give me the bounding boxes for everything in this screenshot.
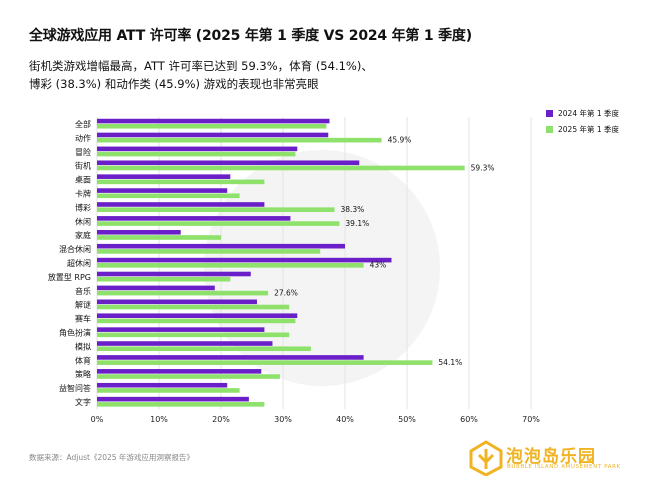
bar-2025 — [97, 151, 296, 157]
bar-2025 — [97, 193, 240, 199]
bar-2024 — [97, 243, 345, 249]
bar-2025 — [97, 332, 290, 338]
bar-2025 — [97, 179, 265, 185]
data-label: 59.3% — [471, 163, 495, 172]
bar-2024 — [97, 396, 249, 402]
category-label: 家庭 — [75, 230, 91, 240]
bubble-logo-icon — [469, 440, 503, 476]
bar-2024 — [97, 327, 265, 332]
data-source-note: 数据来源：Adjust《2025 年游戏应用洞察报告》 — [29, 453, 194, 462]
bar-2025 — [97, 388, 240, 393]
category-label: 音乐 — [75, 286, 91, 296]
data-label: 38.3% — [340, 205, 364, 214]
chart-title: 全球游戏应用 ATT 许可率 (2025 年第 1 季度 VS 2024 年第 … — [29, 28, 472, 44]
brand-name: 泡泡岛乐园 — [506, 447, 596, 467]
subtitle-line-1: 街机类游戏增幅最高，ATT 许可率已达到 59.3%，体育 (54.1%)、 — [29, 59, 373, 73]
bar-2024 — [97, 188, 228, 193]
bar-2024 — [97, 202, 265, 207]
category-label: 混合休闲 — [59, 244, 91, 254]
brand-tagline: BUBBLE ISLAND AMUSEMENT PARK — [507, 464, 621, 470]
legend-swatch — [546, 110, 553, 117]
category-label: 模拟 — [75, 341, 91, 351]
legend-label: 2024 年第 1 季度 — [558, 108, 620, 118]
x-tick-label: 40% — [336, 415, 354, 424]
category-label: 策略 — [75, 369, 91, 379]
bar-2024 — [97, 313, 298, 319]
bar-2024 — [97, 299, 257, 305]
category-label: 角色扮演 — [59, 328, 91, 338]
bar-2024 — [97, 369, 262, 374]
x-tick-label: 50% — [398, 415, 416, 424]
data-label: 43% — [370, 261, 387, 270]
data-label: 54.1% — [438, 358, 462, 367]
brand-logo: 泡泡岛乐园 BUBBLE ISLAND AMUSEMENT PARK — [468, 438, 638, 478]
bar-2025 — [97, 290, 269, 296]
data-label: 27.6% — [274, 289, 298, 298]
x-tick-label: 70% — [522, 415, 540, 424]
legend-swatch — [546, 126, 553, 133]
bar-2025 — [97, 207, 335, 212]
bar-2025 — [97, 221, 340, 226]
category-label: 文字 — [75, 397, 91, 407]
category-label: 街机 — [75, 161, 91, 171]
bar-2024 — [97, 341, 273, 346]
category-label: 放置型 RPG — [48, 272, 91, 282]
category-label: 博彩 — [75, 202, 91, 212]
category-label: 解谜 — [75, 300, 91, 310]
bar-2024 — [97, 132, 329, 138]
bar-2025 — [97, 249, 321, 254]
bar-2024 — [97, 229, 181, 235]
bar-2025 — [97, 402, 265, 407]
chart-subtitle: 街机类游戏增幅最高，ATT 许可率已达到 59.3%，体育 (54.1%)、 博… — [29, 57, 549, 93]
bar-2024 — [97, 285, 215, 291]
bar-2025 — [97, 346, 311, 352]
category-label: 体育 — [75, 355, 91, 365]
bar-2025 — [97, 263, 364, 268]
bar-2024 — [97, 382, 228, 388]
bar-2024 — [97, 257, 392, 263]
bar-2025 — [97, 137, 382, 143]
bar-2025 — [97, 374, 280, 379]
x-tick-label: 30% — [274, 415, 292, 424]
bar-2025 — [97, 165, 465, 171]
data-label: 39.1% — [345, 219, 369, 228]
legend-label: 2025 年第 1 季度 — [558, 124, 620, 134]
category-label: 卡牌 — [75, 188, 91, 198]
x-tick-label: 0% — [91, 415, 104, 424]
category-label: 赛车 — [75, 314, 91, 324]
x-tick-label: 20% — [212, 415, 230, 424]
category-label: 超休闲 — [67, 258, 91, 268]
category-label: 全部 — [75, 119, 91, 129]
bar-2024 — [97, 146, 298, 152]
bar-2025 — [97, 304, 290, 310]
bar-2024 — [97, 118, 330, 124]
bar-2025 — [97, 276, 231, 282]
bar-2025 — [97, 318, 296, 324]
category-label: 休闲 — [75, 216, 91, 226]
x-tick-label: 10% — [150, 415, 168, 424]
category-label: 桌面 — [75, 175, 91, 185]
bar-2024 — [97, 174, 231, 179]
bar-2024 — [97, 355, 364, 360]
category-label: 动作 — [75, 133, 91, 143]
bar-2024 — [97, 216, 291, 221]
bar-2024 — [97, 271, 251, 277]
bar-2025 — [97, 123, 327, 129]
x-tick-label: 60% — [460, 415, 478, 424]
category-label: 益智问答 — [59, 383, 91, 393]
bar-2025 — [97, 235, 221, 240]
data-label: 45.9% — [388, 136, 412, 145]
bar-2024 — [97, 160, 360, 166]
bar-2025 — [97, 360, 433, 365]
category-label: 冒险 — [75, 147, 91, 157]
subtitle-line-2: 博彩 (38.3%) 和动作类 (45.9%) 游戏的表现也非常亮眼 — [29, 77, 319, 91]
